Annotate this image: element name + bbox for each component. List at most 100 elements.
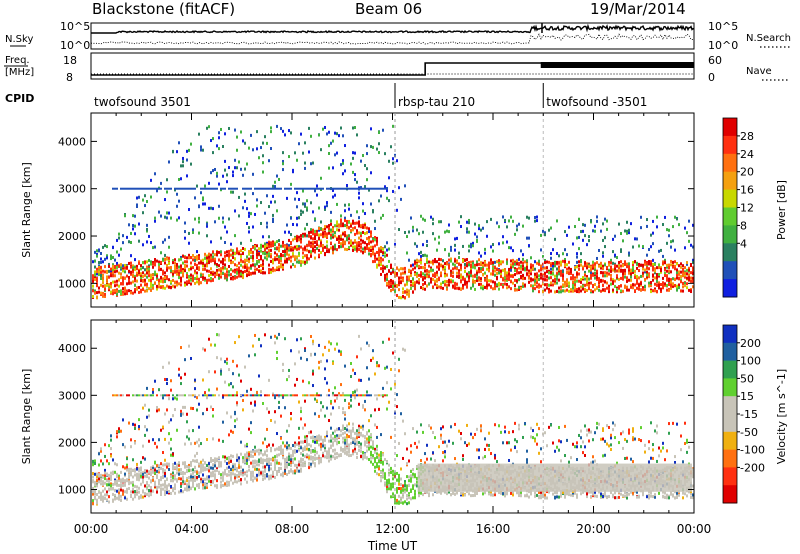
scatter-cell	[184, 358, 186, 362]
stripe-cell	[140, 187, 142, 190]
band-cell	[358, 248, 360, 252]
scatter-cell	[512, 219, 514, 223]
band-cell	[182, 480, 184, 484]
band-cell	[160, 279, 162, 283]
band-cell	[230, 476, 232, 480]
scatter-cell	[206, 126, 208, 130]
scatter-cell	[336, 151, 338, 155]
band-cell	[126, 490, 128, 494]
band-cell	[232, 260, 234, 264]
scatter-cell	[264, 333, 266, 337]
scatter-cell	[354, 151, 356, 155]
band-cell	[322, 231, 324, 235]
band-cell	[484, 263, 486, 267]
stripe-cell	[142, 394, 144, 397]
band-cell	[112, 271, 114, 275]
band-cell	[206, 483, 208, 487]
scatter-cell	[224, 240, 226, 244]
band-cell	[162, 257, 164, 261]
scatter-cell	[304, 161, 306, 165]
scatter-cell	[210, 240, 212, 244]
scatter-cell	[184, 236, 186, 240]
band-cell	[152, 489, 154, 493]
band-cell	[426, 260, 428, 264]
band-cell	[532, 278, 534, 282]
band-cell	[168, 266, 170, 270]
band-cell	[416, 264, 418, 268]
band-cell	[460, 287, 462, 291]
scatter-cell	[234, 234, 236, 238]
scatter-cell	[218, 216, 220, 220]
band-cell	[192, 258, 194, 262]
band-cell	[224, 459, 226, 463]
band-cell	[636, 276, 638, 280]
band-cell	[118, 271, 120, 275]
scatter-cell	[394, 242, 396, 246]
band-cell	[318, 235, 320, 239]
band-cell	[270, 474, 272, 478]
scatter-cell	[172, 414, 174, 418]
band-cell	[422, 266, 424, 270]
scatter-cell	[476, 235, 478, 239]
scatter-cell	[148, 414, 150, 418]
band-cell	[556, 281, 558, 285]
scatter-cell	[152, 438, 154, 442]
band-cell	[400, 276, 402, 280]
band-cell	[148, 476, 150, 480]
stripe-cell	[328, 187, 330, 190]
band-cell	[282, 254, 284, 258]
band-cell	[510, 280, 512, 284]
band-cell	[206, 485, 208, 489]
scatter-cell	[124, 214, 126, 218]
band-cell	[272, 244, 274, 248]
band-cell	[472, 284, 474, 288]
band-cell	[554, 290, 556, 294]
band-cell	[366, 246, 368, 250]
stripe-cell	[188, 394, 190, 397]
band-cell	[336, 228, 338, 232]
band-cell	[380, 259, 382, 263]
stripe-cell	[242, 187, 244, 190]
scatter-cell	[232, 372, 234, 376]
band-cell	[114, 496, 116, 500]
band-cell	[128, 480, 130, 484]
band-cell	[582, 275, 584, 279]
band-cell	[300, 237, 302, 241]
band-cell	[586, 277, 588, 281]
band-cell	[252, 459, 254, 463]
band-cell	[686, 268, 688, 272]
band-cell	[464, 258, 466, 262]
band-cell	[668, 266, 670, 270]
band-cell	[678, 264, 680, 268]
band-cell	[190, 265, 192, 269]
band-cell	[310, 254, 312, 258]
band-cell	[454, 284, 456, 288]
band-cell	[162, 269, 164, 273]
band-cell	[616, 289, 618, 293]
scatter-cell	[274, 341, 276, 345]
band-cell	[354, 245, 356, 249]
band-cell	[320, 241, 322, 245]
band-cell	[362, 223, 364, 227]
band-cell	[274, 258, 276, 262]
radar-title: Blackstone (fitACF)	[92, 0, 236, 18]
band-cell	[692, 280, 694, 284]
band-cell	[506, 271, 508, 275]
band-cell	[92, 276, 94, 280]
noise-left-tick: 10^0	[60, 39, 90, 52]
scatter-cell	[144, 457, 146, 461]
scatter-cell	[274, 420, 276, 424]
stripe-cell	[356, 187, 358, 190]
band-cell	[646, 266, 648, 270]
band-cell	[410, 264, 412, 268]
band-cell	[350, 229, 352, 233]
band-cell	[206, 463, 208, 467]
band-cell	[140, 474, 142, 478]
scatter-cell	[116, 435, 118, 439]
band-cell	[678, 283, 680, 287]
band-cell	[212, 272, 214, 276]
band-cell	[518, 271, 520, 275]
scatter-cell	[186, 158, 188, 162]
scatter-cell	[216, 387, 218, 391]
scatter-cell	[138, 239, 140, 243]
